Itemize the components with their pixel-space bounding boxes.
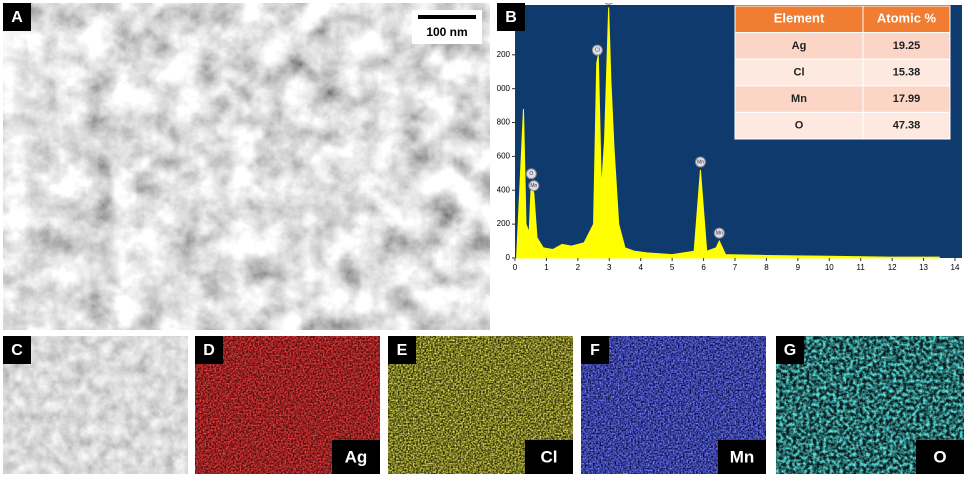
- peak-label: Mn: [697, 159, 704, 165]
- y-tick-label: 800: [497, 118, 511, 127]
- y-tick-label: 1200: [492, 50, 510, 59]
- peak-label: Cl: [595, 48, 600, 54]
- sem-image: [3, 336, 188, 474]
- y-tick-label: 0: [506, 253, 511, 262]
- x-tick-label: 2: [576, 263, 581, 272]
- cell-text: Mn: [791, 93, 807, 105]
- scale-label: 100 nm: [426, 25, 467, 39]
- cell-text: Ag: [792, 40, 807, 52]
- panel-label: E: [397, 342, 408, 359]
- cell: [862, 111, 951, 140]
- y-tick-label: 200: [497, 219, 511, 228]
- x-tick-label: 10: [825, 263, 834, 272]
- cell: [862, 32, 951, 60]
- header-cell: [862, 5, 951, 34]
- spectrum-area: [516, 7, 940, 259]
- table: Element Atomic % Ag 19.25 Cl 15.38 Mn 17.99 O 47.…: [734, 5, 951, 140]
- x-tick-label: 7: [733, 263, 738, 272]
- x-tick-label: 5: [670, 263, 675, 272]
- panel-label: G: [784, 342, 796, 359]
- peak-marker: [525, 168, 537, 180]
- x-tick-label: 8: [764, 263, 769, 272]
- panel-label-box: [3, 336, 31, 364]
- header-text: Atomic %: [877, 11, 937, 26]
- map-label: O: [933, 447, 946, 466]
- cell-text: 15.38: [893, 66, 921, 78]
- peak-marker: [591, 44, 603, 56]
- panel-label-box: [581, 336, 609, 364]
- x-tick-label: 4: [638, 263, 643, 272]
- cell: [862, 58, 951, 87]
- peak-marker: [694, 156, 706, 168]
- x-tick-label: 0: [513, 263, 518, 272]
- peak-marker: [528, 180, 540, 192]
- peak-marker: [713, 227, 725, 239]
- cell-text: Cl: [794, 66, 805, 78]
- header-text: Element: [774, 11, 825, 26]
- cell: [734, 111, 864, 140]
- cell: [734, 85, 864, 113]
- x-tick-label: 11: [857, 263, 866, 272]
- map-label-box: [525, 440, 573, 474]
- peak-label: Mn: [716, 230, 723, 236]
- peak-label: O: [529, 171, 533, 177]
- map-label: Mn: [730, 447, 755, 466]
- peak-marker: [604, 3, 613, 5]
- panel-label: C: [11, 342, 23, 359]
- cell: [862, 85, 951, 113]
- y-tick-label: 1000: [492, 84, 510, 93]
- x-tick-label: 14: [951, 263, 960, 272]
- panel-label-box: [3, 3, 31, 31]
- panel-label-box: [776, 336, 804, 364]
- x-tick-label: 13: [919, 263, 928, 272]
- x-tick-label: 3: [607, 263, 612, 272]
- peak-label: Ag: [606, 0, 612, 3]
- map-label: Cl: [541, 447, 558, 466]
- x-tick-label: 6: [701, 263, 706, 272]
- cell-text: 19.25: [893, 40, 921, 52]
- map-label-box: [916, 440, 964, 474]
- map-label-box: [718, 440, 766, 474]
- panel-label: D: [203, 342, 215, 359]
- map-label: Ag: [345, 447, 368, 466]
- map-label-box: [332, 440, 380, 474]
- panel-label-box: [388, 336, 416, 364]
- panel-label-box: [497, 3, 525, 31]
- panel-label: B: [505, 9, 517, 26]
- x-tick-label: 1: [544, 263, 549, 272]
- y-tick-label: 600: [497, 152, 511, 161]
- panel-label-box: [195, 336, 223, 364]
- panel-label: A: [11, 9, 23, 26]
- cell-text: 17.99: [893, 93, 921, 105]
- y-tick-label: 400: [497, 185, 511, 194]
- x-tick-label: 12: [888, 263, 897, 272]
- cell-text: O: [795, 120, 804, 132]
- x-tick-label: 9: [796, 263, 801, 272]
- sem-image: [3, 3, 490, 330]
- peak-label: Mn: [530, 183, 537, 189]
- cell-text: 47.38: [893, 120, 921, 132]
- panel-label: F: [590, 342, 600, 359]
